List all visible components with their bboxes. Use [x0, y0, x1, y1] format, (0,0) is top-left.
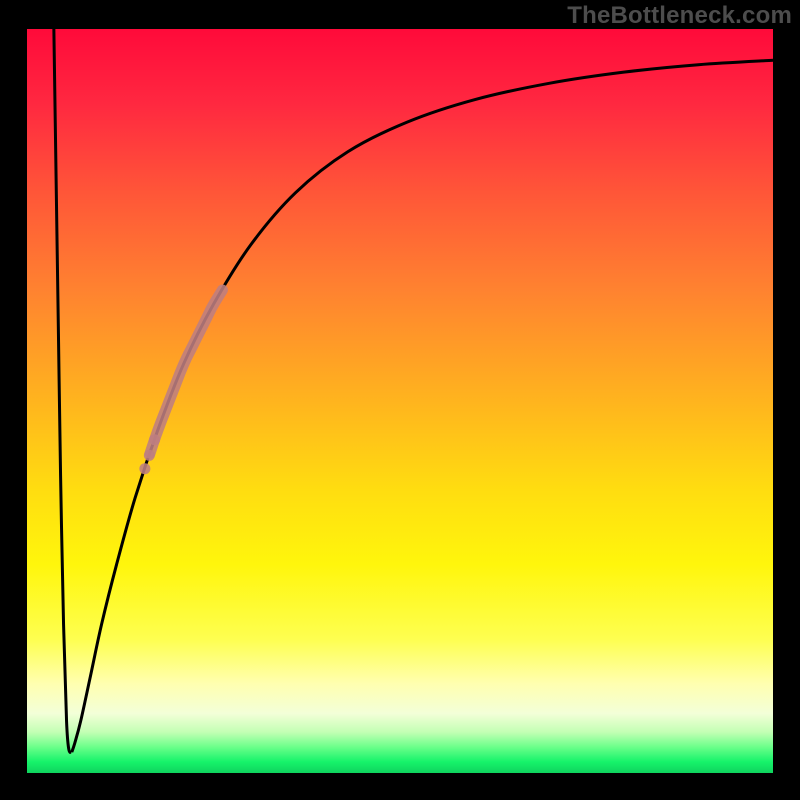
- plot-background: [27, 29, 773, 773]
- highlight-dot: [139, 463, 150, 474]
- highlight-dot: [149, 434, 160, 445]
- bottleneck-plot: [0, 0, 800, 800]
- highlight-dot: [144, 450, 155, 461]
- chart-frame: TheBottleneck.com: [0, 0, 800, 800]
